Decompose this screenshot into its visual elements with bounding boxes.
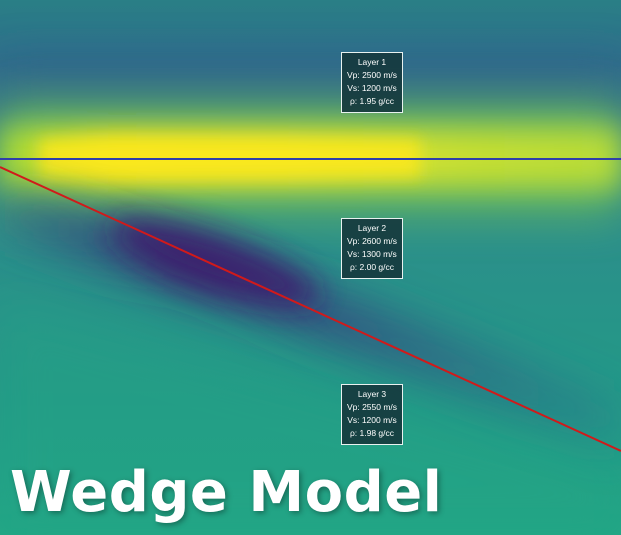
- layer-3-vp: Vp: 2550 m/s: [346, 402, 398, 412]
- lower-green-field: [0, 300, 621, 535]
- layer-3-info-box: Layer 3 Vp: 2550 m/s Vs: 1200 m/s ρ: 1.9…: [341, 384, 403, 445]
- trough-core: [110, 218, 320, 306]
- layer-2-info-box: Layer 2 Vp: 2600 m/s Vs: 1300 m/s ρ: 2.0…: [341, 218, 403, 279]
- layer-3-vs: Vs: 1200 m/s: [347, 415, 397, 425]
- layer-2-vs: Vs: 1300 m/s: [347, 249, 397, 259]
- layer-1-name: Layer 1: [357, 57, 387, 67]
- layer-3-density: ρ: 1.98 g/cc: [349, 428, 395, 438]
- layer-3-name: Layer 3: [357, 389, 387, 399]
- layer-1-vs: Vs: 1200 m/s: [347, 83, 397, 93]
- base-horizon-line: [0, 166, 621, 452]
- layer-1-density: ρ: 1.95 g/cc: [349, 96, 395, 106]
- figure-title: Wedge Model: [10, 460, 443, 525]
- layer-1-vp: Vp: 2500 m/s: [346, 70, 398, 80]
- layer-2-name: Layer 2: [357, 223, 387, 233]
- layer-2-vp: Vp: 2600 m/s: [346, 236, 398, 246]
- layer-2-density: ρ: 2.00 g/cc: [349, 262, 395, 272]
- layer-1-info-box: Layer 1 Vp: 2500 m/s Vs: 1200 m/s ρ: 1.9…: [341, 52, 403, 113]
